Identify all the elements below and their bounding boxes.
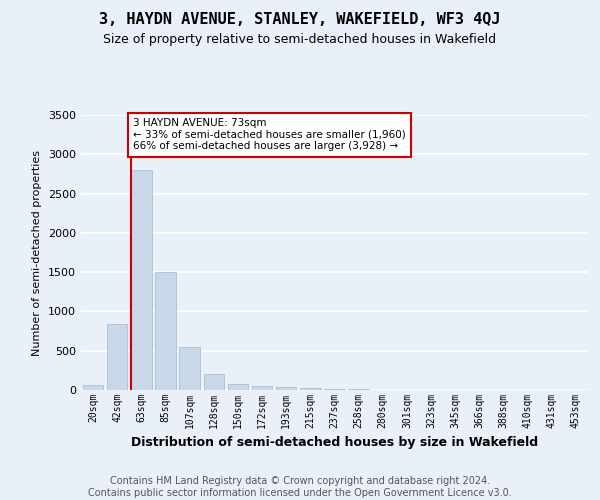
Text: Size of property relative to semi-detached houses in Wakefield: Size of property relative to semi-detach… bbox=[103, 32, 497, 46]
Bar bbox=[179, 347, 200, 390]
Bar bbox=[300, 388, 320, 390]
Text: 3, HAYDN AVENUE, STANLEY, WAKEFIELD, WF3 4QJ: 3, HAYDN AVENUE, STANLEY, WAKEFIELD, WF3… bbox=[99, 12, 501, 28]
Y-axis label: Number of semi-detached properties: Number of semi-detached properties bbox=[32, 150, 43, 356]
Bar bbox=[203, 374, 224, 390]
Text: 3 HAYDN AVENUE: 73sqm
← 33% of semi-detached houses are smaller (1,960)
66% of s: 3 HAYDN AVENUE: 73sqm ← 33% of semi-deta… bbox=[133, 118, 406, 152]
Bar bbox=[83, 386, 103, 390]
Bar bbox=[252, 386, 272, 390]
Bar bbox=[155, 272, 176, 390]
X-axis label: Distribution of semi-detached houses by size in Wakefield: Distribution of semi-detached houses by … bbox=[131, 436, 538, 450]
Bar bbox=[107, 324, 127, 390]
Bar bbox=[276, 387, 296, 390]
Bar bbox=[131, 170, 152, 390]
Text: Contains HM Land Registry data © Crown copyright and database right 2024.
Contai: Contains HM Land Registry data © Crown c… bbox=[88, 476, 512, 498]
Bar bbox=[324, 389, 345, 390]
Bar bbox=[227, 384, 248, 390]
